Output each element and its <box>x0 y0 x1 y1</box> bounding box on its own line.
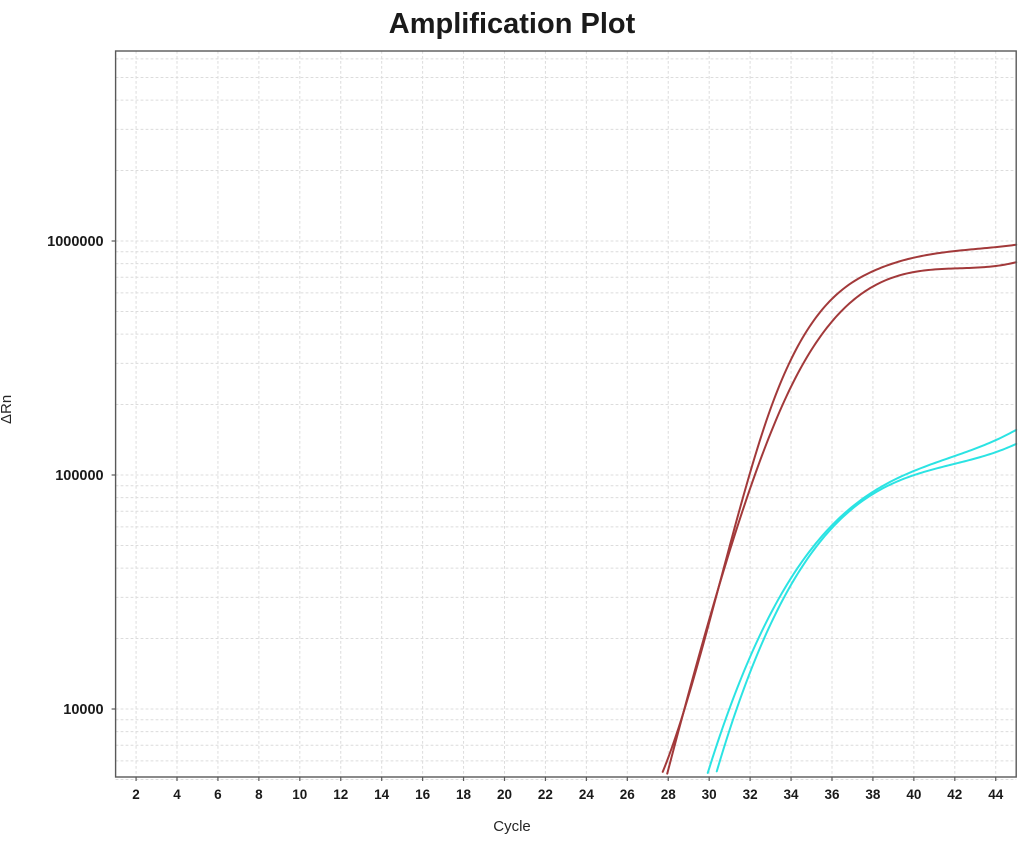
svg-text:10: 10 <box>292 787 307 802</box>
svg-text:24: 24 <box>579 787 595 802</box>
svg-text:12: 12 <box>333 787 348 802</box>
svg-text:26: 26 <box>620 787 636 802</box>
svg-text:100000: 100000 <box>55 468 103 484</box>
svg-text:14: 14 <box>374 787 390 802</box>
svg-text:28: 28 <box>661 787 677 802</box>
svg-text:22: 22 <box>538 787 553 802</box>
svg-text:10000: 10000 <box>63 702 103 718</box>
svg-text:20: 20 <box>497 787 512 802</box>
svg-text:32: 32 <box>743 787 758 802</box>
svg-text:6: 6 <box>214 787 222 802</box>
svg-text:30: 30 <box>702 787 717 802</box>
svg-text:16: 16 <box>415 787 431 802</box>
svg-text:40: 40 <box>906 787 921 802</box>
svg-text:38: 38 <box>865 787 881 802</box>
svg-text:42: 42 <box>947 787 962 802</box>
svg-text:4: 4 <box>173 787 181 802</box>
svg-text:36: 36 <box>824 787 840 802</box>
svg-text:8: 8 <box>255 787 263 802</box>
svg-text:1000000: 1000000 <box>47 234 103 250</box>
svg-text:18: 18 <box>456 787 472 802</box>
svg-text:34: 34 <box>784 787 800 802</box>
svg-text:2: 2 <box>132 787 140 802</box>
svg-text:44: 44 <box>988 787 1004 802</box>
